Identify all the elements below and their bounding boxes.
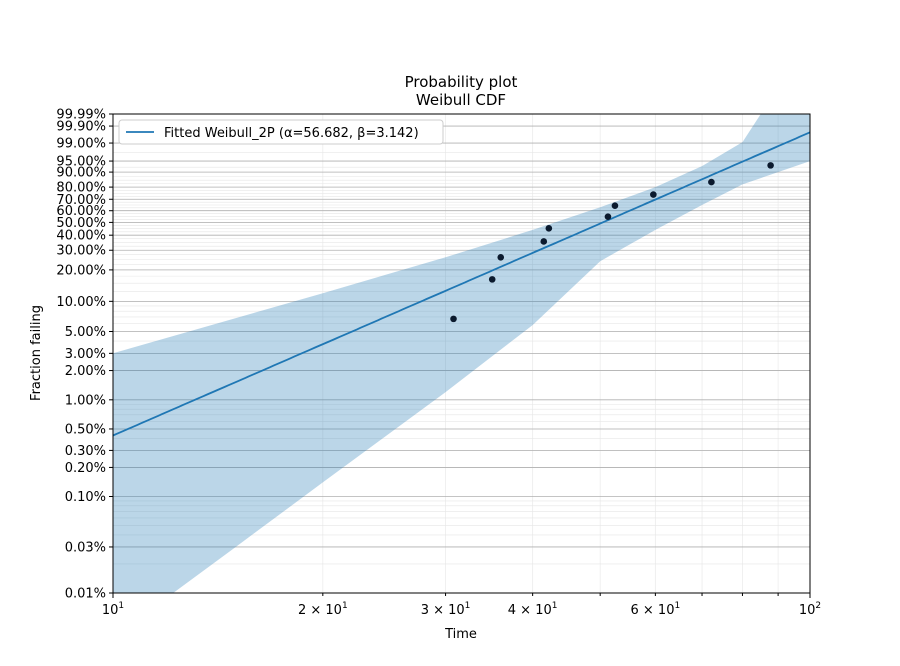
data-point: [545, 225, 553, 232]
y-tick-label: 99.90%: [56, 120, 106, 135]
data-point: [604, 213, 612, 221]
confidence-band: [113, 114, 810, 593]
y-tick-label: 0.01%: [65, 587, 106, 602]
y-tick-label: 30.00%: [56, 244, 106, 259]
y-tick-label: 80.00%: [56, 181, 106, 196]
y-axis-label: Fraction failing: [29, 305, 44, 401]
data-point: [540, 238, 548, 245]
data-point: [488, 276, 496, 283]
y-tick-label: 40.00%: [56, 229, 106, 244]
fit-line-group: [112, 131, 811, 437]
data-points: [450, 162, 774, 323]
y-tick-label: 5.00%: [65, 325, 106, 340]
y-tick-label: 20.00%: [56, 263, 106, 278]
y-tick-label: 0.10%: [65, 490, 106, 505]
y-tick-label: 60.00%: [56, 204, 106, 219]
data-point: [611, 202, 619, 209]
y-tick-label: 0.30%: [65, 444, 106, 459]
legend-box: [118, 119, 444, 145]
x-axis-label: Time: [444, 627, 477, 642]
y-tick-label: 99.99%: [56, 108, 106, 123]
x-tick-label: 101: [102, 601, 124, 618]
chart-subtitle: Weibull CDF: [416, 91, 506, 109]
data-point: [650, 191, 657, 198]
x-tick-label: 3 × 101: [421, 601, 471, 618]
x-tick-label: 4 × 101: [508, 601, 558, 618]
y-tick-label: 1.00%: [65, 393, 106, 408]
legend-label: Fitted Weibull_2P (α=56.682, β=3.142): [164, 126, 419, 141]
confidence-band-area: [113, 114, 810, 593]
y-tick-label: 3.00%: [65, 347, 106, 362]
y-tick-label: 70.00%: [56, 193, 106, 208]
fitted-weibull-line: [112, 131, 811, 437]
y-tick-label: 50.00%: [56, 216, 106, 231]
y-tick-label: 95.00%: [56, 155, 106, 170]
y-axis-ticks: 0.01% 0.03% 0.10% 0.20% 0.30% 0.50% 1.00% 2.00%…: [56, 108, 113, 602]
legend: Fitted Weibull_2P (α=56.682, β=3.142): [118, 119, 444, 145]
x-tick-label: 102: [799, 601, 821, 618]
data-point: [450, 315, 457, 323]
chart-title: Probability plot: [405, 73, 518, 91]
y-tick-label: 0.20%: [65, 461, 106, 476]
y-tick-label: 10.00%: [56, 295, 106, 310]
data-point: [708, 178, 715, 186]
data-point: [767, 162, 774, 169]
y-tick-label: 99.00%: [56, 137, 106, 152]
y-tick-label: 0.50%: [65, 422, 106, 437]
y-tick-label: 90.00%: [56, 166, 106, 181]
data-point: [497, 254, 505, 261]
x-tick-label: 2 × 101: [298, 601, 348, 618]
x-axis-ticks: 101 2 × 101 3 × 101 4 × 101 6 × 101 102: [102, 593, 821, 618]
y-tick-label: 2.00%: [65, 364, 106, 379]
y-tick-label: 0.03%: [65, 540, 106, 555]
x-tick-label: 6 × 101: [631, 601, 681, 618]
